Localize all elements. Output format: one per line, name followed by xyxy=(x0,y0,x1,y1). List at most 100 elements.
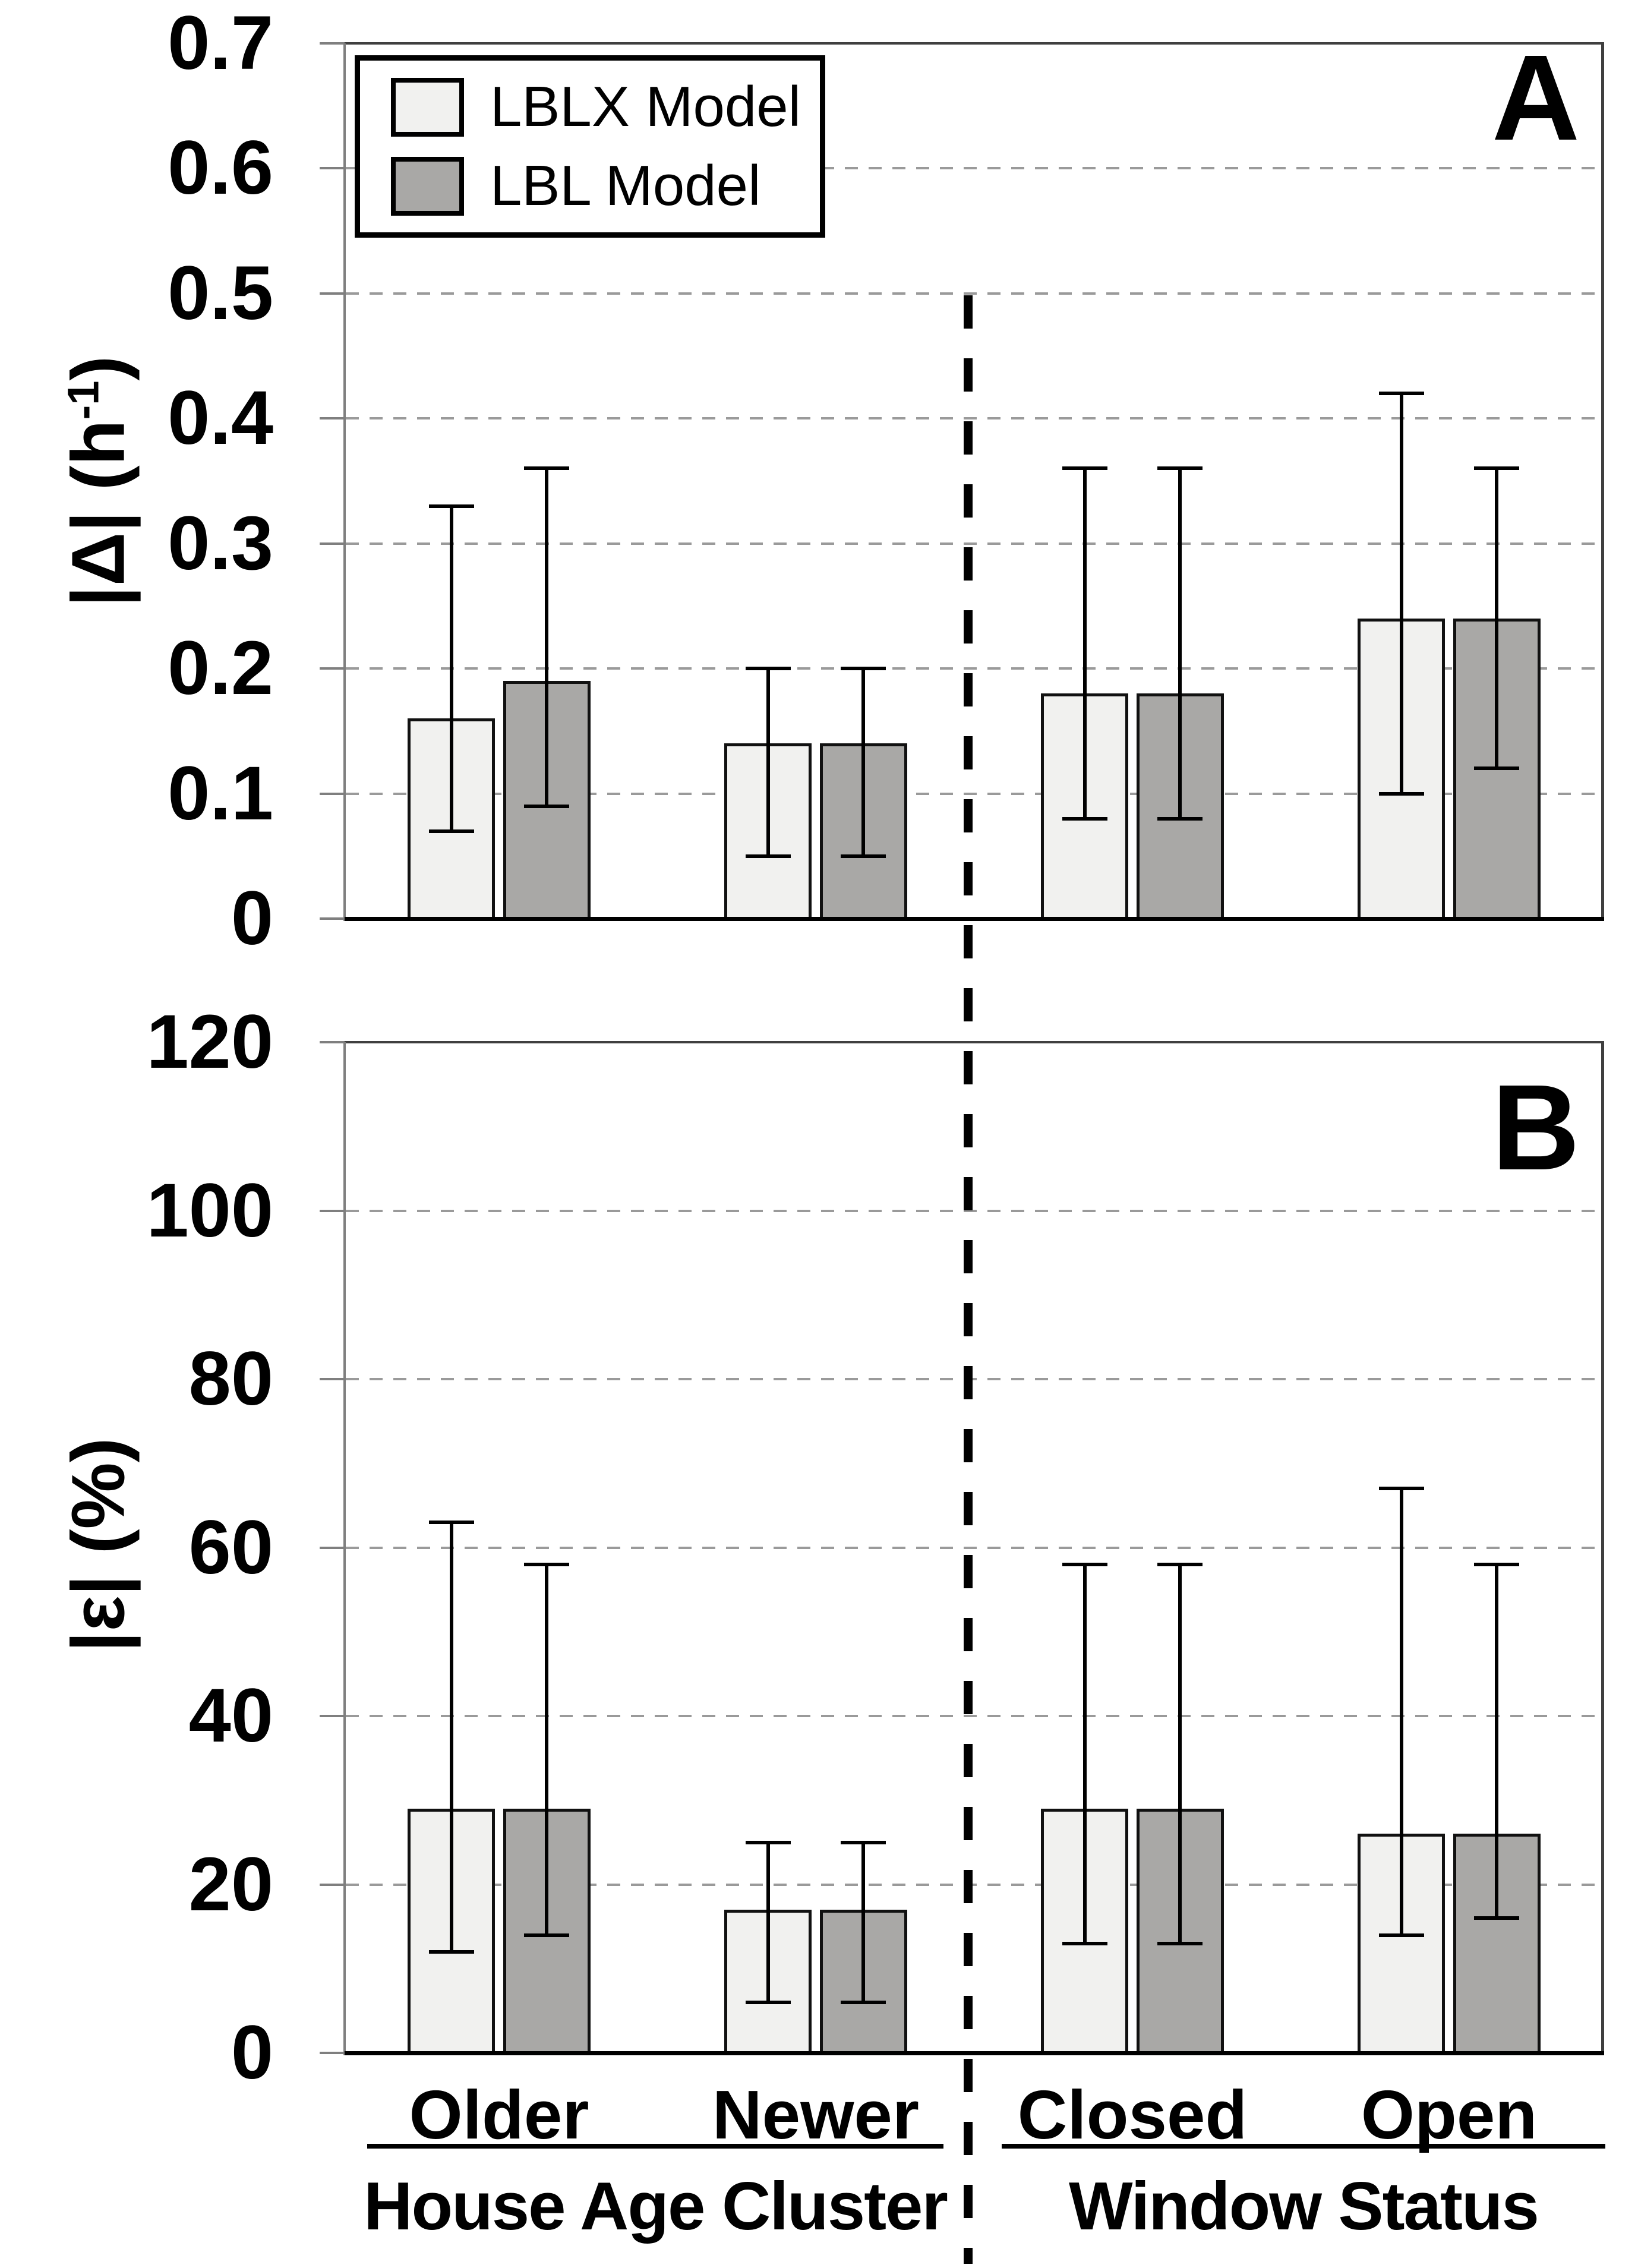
legend-label-lblx-model: LBLX Model xyxy=(490,75,801,138)
group-label-window-status: Window Status xyxy=(1069,2169,1539,2244)
y-tick-label-100: 100 xyxy=(146,1168,273,1253)
error-bar-cap-low-closed-lbl-model xyxy=(1157,816,1203,821)
error-bar-cap-high-closed-lbl-model xyxy=(1157,1562,1203,1566)
gridline-40 xyxy=(346,1715,1604,1717)
y-tick-mark-0.3 xyxy=(320,542,345,545)
error-bar-line-open-lblx-model xyxy=(1400,393,1403,794)
error-bar-cap-low-open-lbl-model xyxy=(1474,766,1519,771)
gridline-0.6 xyxy=(346,167,1604,170)
x-axis-baseline-panel-b xyxy=(345,2051,1604,2055)
gridline-20 xyxy=(346,1883,1604,1886)
y-tick-mark-40 xyxy=(320,1715,345,1717)
error-bar-line-open-lblx-model xyxy=(1400,1488,1403,1935)
y-tick-mark-0.5 xyxy=(320,292,345,295)
y-tick-label-80: 80 xyxy=(188,1336,273,1421)
gridline-100 xyxy=(346,1209,1604,1212)
y-tick-mark-60 xyxy=(320,1546,345,1549)
panel-label-a: A xyxy=(1491,30,1580,166)
y-tick-mark-0.6 xyxy=(320,167,345,170)
gridline-0.3 xyxy=(346,542,1604,545)
error-bar-line-closed-lblx-model xyxy=(1083,1564,1087,1944)
legend-item-lblx: LBLX Model xyxy=(391,74,820,140)
y-tick-label-0: 0 xyxy=(231,2010,273,2095)
y-tick-mark-0.2 xyxy=(320,667,345,670)
group-separator-dashed-line xyxy=(964,295,973,2264)
error-bar-cap-low-closed-lblx-model xyxy=(1062,816,1107,821)
gridline-80 xyxy=(346,1378,1604,1380)
error-bar-cap-low-closed-lblx-model xyxy=(1062,1941,1107,1945)
y-tick-label-40: 40 xyxy=(188,1673,273,1758)
y-tick-label-0.2: 0.2 xyxy=(168,626,273,711)
error-bar-cap-high-open-lbl-model xyxy=(1474,1562,1519,1566)
error-bar-cap-low-newer-lbl-model xyxy=(841,2000,886,2004)
panel-label-b: B xyxy=(1491,1059,1580,1195)
y-tick-label-0.7: 0.7 xyxy=(168,1,273,86)
y-tick-mark-120 xyxy=(320,1041,345,1043)
error-bar-cap-high-older-lbl-model xyxy=(524,1562,569,1566)
error-bar-cap-low-older-lbl-model xyxy=(524,1933,569,1937)
error-bar-line-newer-lbl-model xyxy=(861,1842,865,2002)
plot-top-frame-panel-b xyxy=(345,1041,1604,1043)
legend-swatch-lblx-model xyxy=(391,77,464,137)
error-bar-line-newer-lblx-model xyxy=(766,1842,770,2002)
error-bar-line-older-lbl-model xyxy=(545,1564,548,1935)
legend-label-lbl-model: LBL Model xyxy=(490,154,761,217)
y-tick-mark-0 xyxy=(320,917,345,920)
gridline-0.2 xyxy=(346,667,1604,670)
y-tick-label-60: 60 xyxy=(188,1504,273,1590)
legend-item-lbl: LBL Model xyxy=(391,153,820,219)
group-underline-0 xyxy=(367,2144,943,2149)
y-axis-line-panel-a xyxy=(343,43,346,921)
error-bar-cap-high-newer-lblx-model xyxy=(746,1840,791,1844)
group-underline-1 xyxy=(1002,2144,1605,2149)
y-axis-line-panel-b xyxy=(343,1042,346,2055)
gridline-0.5 xyxy=(346,292,1604,295)
error-bar-cap-low-open-lblx-model xyxy=(1379,1933,1424,1937)
error-bar-line-closed-lblx-model xyxy=(1083,468,1087,819)
error-bar-line-closed-lbl-model xyxy=(1178,1564,1182,1944)
error-bar-line-older-lblx-model xyxy=(450,506,453,831)
group-label-house-age-cluster: House Age Cluster xyxy=(364,2169,948,2244)
error-bar-cap-low-open-lbl-model xyxy=(1474,1916,1519,1920)
error-bar-line-open-lbl-model xyxy=(1495,1564,1498,1919)
error-bar-cap-low-older-lblx-model xyxy=(429,1950,474,1954)
error-bar-line-older-lbl-model xyxy=(545,468,548,806)
error-bar-cap-low-closed-lbl-model xyxy=(1157,1941,1203,1945)
error-bar-cap-low-newer-lblx-model xyxy=(746,854,791,858)
y-tick-label-0.1: 0.1 xyxy=(168,750,273,836)
error-bar-cap-high-older-lblx-model xyxy=(429,504,474,508)
error-bar-cap-high-older-lbl-model xyxy=(524,466,569,471)
gridline-0.1 xyxy=(346,792,1604,795)
y-tick-mark-0 xyxy=(320,2052,345,2054)
y-tick-label-0.5: 0.5 xyxy=(168,250,273,336)
y-tick-mark-0.7 xyxy=(320,42,345,45)
y-tick-label-0.6: 0.6 xyxy=(168,125,273,211)
error-bar-cap-low-newer-lbl-model xyxy=(841,854,886,858)
y-tick-label-20: 20 xyxy=(188,1841,273,1927)
y-tick-label-0.3: 0.3 xyxy=(168,500,273,586)
category-label-newer: Newer xyxy=(712,2076,920,2153)
error-bar-line-newer-lblx-model xyxy=(766,668,770,856)
error-bar-cap-high-open-lbl-model xyxy=(1474,466,1519,471)
gridline-0.4 xyxy=(346,417,1604,420)
category-label-older: Older xyxy=(409,2076,589,2153)
error-bar-cap-low-older-lbl-model xyxy=(524,804,569,808)
error-bar-cap-high-closed-lbl-model xyxy=(1157,466,1203,471)
y-tick-label-120: 120 xyxy=(146,999,273,1084)
error-bar-cap-low-older-lblx-model xyxy=(429,829,474,833)
error-bar-cap-high-closed-lblx-model xyxy=(1062,466,1107,471)
error-bar-line-closed-lbl-model xyxy=(1178,468,1182,819)
legend-swatch-lbl-model xyxy=(391,156,464,216)
y-tick-mark-20 xyxy=(320,1883,345,1886)
plot-right-frame-panel-b xyxy=(1601,1042,1604,2055)
y-tick-label-0.4: 0.4 xyxy=(168,376,273,461)
error-bar-cap-high-closed-lblx-model xyxy=(1062,1562,1107,1566)
error-bar-cap-high-open-lblx-model xyxy=(1379,1487,1424,1491)
error-bar-cap-high-newer-lblx-model xyxy=(746,667,791,671)
y-tick-mark-0.4 xyxy=(320,417,345,420)
plot-top-frame-panel-a xyxy=(345,42,1604,45)
error-bar-cap-low-newer-lblx-model xyxy=(746,2000,791,2004)
category-label-closed: Closed xyxy=(1017,2076,1248,2153)
y-tick-label-0: 0 xyxy=(231,876,273,961)
